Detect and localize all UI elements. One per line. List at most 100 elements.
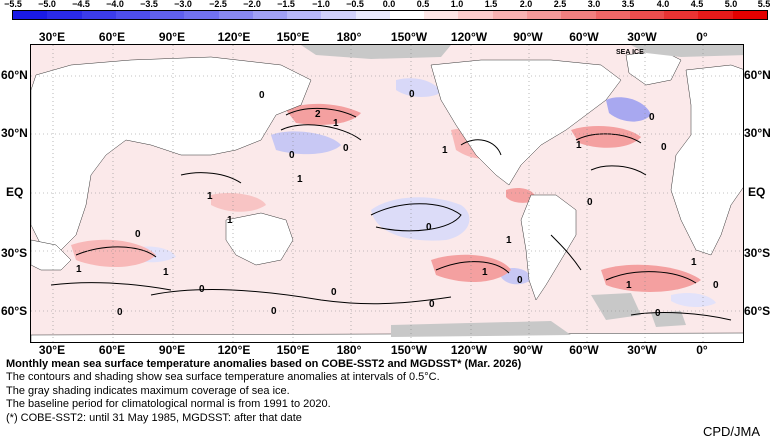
lon-label: 60°W <box>569 30 599 44</box>
land-masses <box>31 49 743 342</box>
contour-line <box>590 165 647 176</box>
sea-ice-north-atlantic <box>631 45 743 57</box>
contour-label: 1 <box>163 267 169 278</box>
graticule <box>31 45 743 342</box>
colorbar-label: 2.5 <box>553 0 567 9</box>
colorbar-swatch <box>492 11 527 19</box>
contour-label: 1 <box>626 280 632 291</box>
contour-label: 0 <box>429 299 435 310</box>
contour-label: 1 <box>297 174 303 185</box>
lat-label: 30°N <box>1 126 28 140</box>
contour-label: 0 <box>661 142 667 153</box>
colorbar-label: −4.0 <box>106 0 124 9</box>
contour-label: 0 <box>331 287 337 298</box>
lat-label: EQ <box>748 185 766 199</box>
colorbar-label: 4.0 <box>656 0 670 9</box>
left-latitude-labels: 60°N 30°N EQ 30°S 60°S <box>0 0 30 440</box>
colorbar-swatch <box>698 11 733 19</box>
lat-label: 60°N <box>1 68 28 82</box>
sea-ice-north-pacific <box>301 45 451 59</box>
contour-label: 1 <box>76 264 82 275</box>
top-longitude-labels: 30°E 60°E 90°E 120°E 150°E 180° 150°W 12… <box>0 30 774 46</box>
contour-line <box>550 234 582 271</box>
contour-label: 1 <box>442 145 448 156</box>
sea-ice-antarctic-3 <box>651 311 686 327</box>
contour-line <box>180 172 242 184</box>
lat-label: EQ <box>6 185 24 199</box>
colorbar-label: −1.5 <box>277 0 295 9</box>
contour-label: 0 <box>426 222 432 233</box>
lon-label: 90°W <box>513 343 543 357</box>
land-europe-africa-east <box>670 64 743 256</box>
negative-area-north-pacific-subarctic <box>396 78 441 97</box>
colorbar-label: 5.5 <box>757 0 771 9</box>
positive-area-west-pacific <box>211 193 266 212</box>
lon-label: 120°E <box>217 343 251 357</box>
lon-label: 30°E <box>38 343 66 357</box>
contour-label: 0 <box>117 307 123 318</box>
caption-title: Monthly mean sea surface temperature ano… <box>6 358 522 370</box>
lon-label: 90°E <box>158 343 186 357</box>
caption-line: The baseline period for climatological n… <box>6 398 331 410</box>
contour-line <box>50 282 172 291</box>
lon-label: 150°W <box>390 30 428 44</box>
contour-label: 0 <box>271 306 277 317</box>
lon-label: 120°W <box>450 30 488 44</box>
sea-ice-areas <box>301 45 743 337</box>
contour-label: 1 <box>227 215 233 226</box>
contour-label: 0 <box>655 308 661 319</box>
colorbar-label: 0.0 <box>382 0 396 9</box>
colorbar-swatch <box>47 11 82 19</box>
lat-label: 30°S <box>1 246 28 260</box>
contour-label: 0 <box>587 197 593 208</box>
land-south-africa <box>31 239 72 271</box>
contour-line <box>75 246 157 258</box>
lon-label: 30°W <box>627 343 657 357</box>
contour-label: 0 <box>343 143 349 154</box>
colorbar-swatch <box>150 11 185 19</box>
land-africa-eurasia <box>31 56 312 251</box>
colorbar-label: −2.5 <box>209 0 227 9</box>
contour-label: 0 <box>713 280 719 291</box>
colorbar-legend <box>6 0 768 20</box>
lon-label: 30°E <box>38 30 66 44</box>
lon-label: 90°W <box>513 30 543 44</box>
colorbar-swatch <box>287 11 322 19</box>
land-australia <box>225 212 294 266</box>
colorbar-label: −5.5 <box>4 0 22 9</box>
contour-lines <box>50 107 732 321</box>
negative-area-south-atlantic <box>671 292 716 308</box>
contour-line <box>285 107 357 118</box>
caption-line: (*) COBE-SST2: until 31 May 1985, MGDSST… <box>6 411 302 424</box>
caption-line: The contours and shading show sea surfac… <box>6 371 440 383</box>
colorbar-label: 3.0 <box>587 0 601 9</box>
colorbar-swatch <box>81 11 116 19</box>
negative-anomaly-areas <box>126 78 716 308</box>
contour-line <box>150 289 452 305</box>
lat-label: 30°N <box>744 126 771 140</box>
contour-label: 0 <box>259 90 265 101</box>
sea-ice-antarctic-1 <box>391 321 571 337</box>
lon-label: 120°E <box>217 30 251 44</box>
positive-area-south-atlantic <box>601 264 701 292</box>
sea-ice-antarctic-2 <box>591 293 641 320</box>
colorbar-swatch <box>732 11 767 19</box>
map-graphic: 0 0 2 1 0 0 1 1 0 0 1 1 0 1 0 0 0 1 0 1 … <box>31 45 743 342</box>
sst-anomaly-map: 0 0 2 1 0 0 1 1 0 0 1 1 0 1 0 0 0 1 0 1 … <box>30 44 744 343</box>
colorbar-label: −4.5 <box>72 0 90 9</box>
colorbar-label: −3.5 <box>140 0 158 9</box>
colorbar-label: 2.0 <box>519 0 533 9</box>
colorbar-swatch <box>526 11 562 19</box>
contour-label: 1 <box>333 118 339 129</box>
contour-label: 2 <box>315 109 321 120</box>
contour-value-labels: 0 0 2 1 0 0 1 1 0 0 1 1 0 1 0 0 0 1 0 1 … <box>76 89 719 319</box>
colorbar-label: −0.5 <box>346 0 364 9</box>
negative-area-nw-atlantic <box>606 97 651 122</box>
contour-line <box>280 124 362 141</box>
colorbar-swatch <box>115 11 151 19</box>
lon-label: 60°W <box>569 343 599 357</box>
lat-label: 60°S <box>744 304 771 318</box>
right-latitude-labels: 60°N 30°N EQ 30°S 60°S <box>744 0 774 440</box>
colorbar-swatch <box>355 11 390 19</box>
contour-label: 0 <box>517 275 523 286</box>
